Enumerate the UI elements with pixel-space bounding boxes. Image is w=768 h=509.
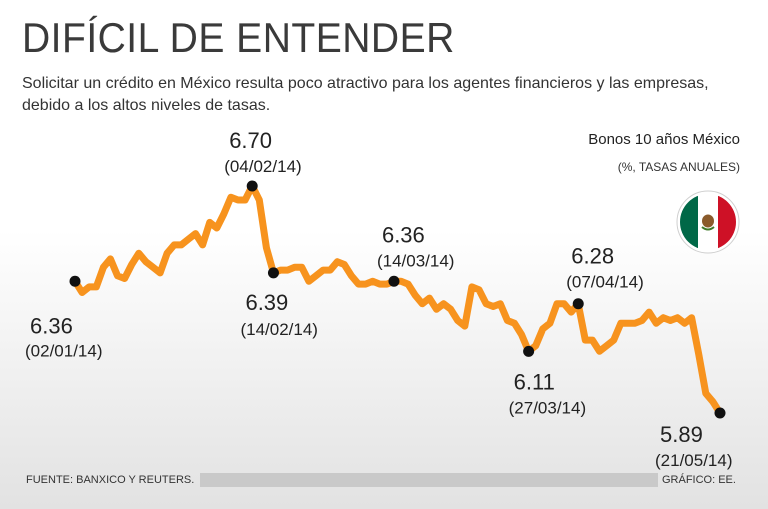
data-point-marker [69,275,81,287]
data-point-marker [388,275,400,287]
series-line-bonos-10-anos [71,182,724,417]
data-point-marker [714,407,726,419]
unit-label: (%, TASAS ANUALES) [617,160,740,174]
annotation-value: 6.36 [382,222,425,247]
mexico-flag-icon [676,190,740,254]
chart-subtitle: Solicitar un crédito en México resulta p… [22,75,709,114]
series-label: Bonos 10 años México [588,131,740,148]
annotation-value: 6.11 [514,369,555,394]
annotation-date: (27/03/14) [509,398,586,417]
chart-title: DIFÍCIL DE ENTENDER [22,14,455,61]
annotation-date: (07/04/14) [566,273,644,292]
annotation-date: (14/03/14) [377,251,455,270]
data-point-marker [572,298,584,310]
annotation-date: (14/02/14) [240,320,318,339]
annotation-date: (02/01/14) [25,341,103,360]
annotation-date: (04/02/14) [224,157,302,176]
footer-divider [200,473,658,487]
annotation-date: (21/05/14) [655,451,733,470]
data-point-marker [523,345,535,357]
source-note: FUENTE: BANXICO Y REUTERS. [26,474,195,486]
annotation-value: 6.70 [229,128,272,153]
data-point-marker [246,180,258,192]
annotation-value: 6.28 [571,244,614,269]
annotation-value: 6.36 [30,313,73,338]
credit-note: GRÁFICO: EE. [662,474,736,486]
annotation-value: 6.39 [245,290,288,315]
data-point-marker [267,267,279,279]
annotation-value: 5.89 [660,422,703,447]
